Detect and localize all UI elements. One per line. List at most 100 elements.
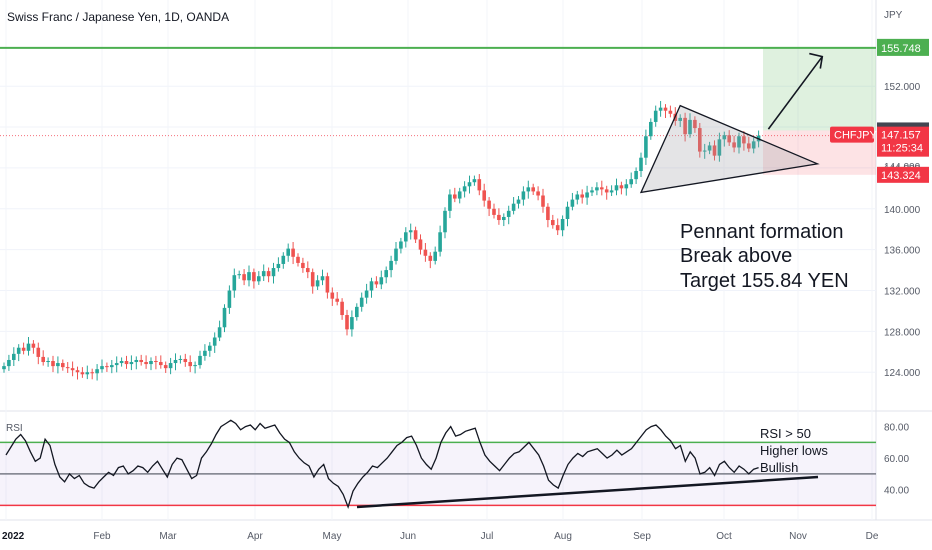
candle-body (418, 239, 423, 250)
candle-body (320, 276, 325, 281)
candle-body (580, 194, 584, 198)
candle-body (149, 361, 153, 365)
stop-price-tag: 143.324 (881, 170, 921, 182)
candle-body (384, 270, 388, 278)
resistance-price-tag-bg (877, 39, 929, 56)
pattern-lines (639, 52, 824, 194)
candle-body (163, 365, 168, 369)
candle-body (555, 225, 560, 231)
time-tick-label: 2022 (2, 531, 25, 542)
candle-body (727, 135, 731, 143)
candle-body (712, 145, 717, 156)
candle-body (7, 359, 11, 367)
time-tick-label: Jul (481, 531, 494, 542)
candle-body (668, 110, 673, 114)
candle-body (261, 271, 266, 277)
candle-body (110, 365, 114, 368)
candle-body (658, 107, 663, 111)
rsi-label: RSI (6, 423, 23, 434)
candle-body (12, 353, 16, 360)
annotation-target: Target 155.84 YEN (680, 270, 849, 292)
price-tick-label: 132.000 (884, 287, 921, 298)
time-tick-label: Jun (400, 531, 416, 542)
candle-body (389, 260, 393, 271)
candle-body (266, 271, 271, 277)
rsi-note-3: Bullish (760, 460, 798, 475)
resistance-price-tag: 155.748 (881, 43, 921, 55)
candle-body (227, 290, 232, 308)
candles (2, 101, 761, 381)
candle-body (653, 110, 658, 122)
candle-body (85, 372, 90, 375)
candle-body (707, 145, 712, 151)
candle-body (325, 276, 330, 293)
candle-body (56, 363, 60, 367)
candle-body (203, 350, 207, 356)
candle-body (448, 194, 452, 211)
time-tick-label: Aug (554, 531, 572, 542)
candle-body (531, 187, 535, 192)
candle-body (639, 157, 643, 171)
candle-body (315, 280, 320, 287)
candle-body (374, 281, 379, 285)
candle-body (75, 370, 80, 373)
candle-body (516, 199, 521, 204)
candle-body (369, 281, 374, 291)
candle-body (61, 363, 65, 368)
candle-body (644, 136, 648, 158)
candle-body (237, 274, 241, 276)
candle-body (95, 369, 99, 374)
candle-body (683, 117, 687, 135)
candle-body (477, 179, 482, 191)
price-tick-label: 124.000 (884, 368, 921, 379)
candle-body (457, 191, 462, 199)
price-tick-label: 140.000 (884, 205, 921, 216)
candle-body (408, 230, 413, 233)
time-tick-label: May (323, 531, 342, 542)
candle-body (222, 307, 227, 328)
candle-body (286, 248, 290, 256)
annotation-break: Break above (680, 245, 792, 267)
grid (0, 0, 876, 520)
candle-body (296, 256, 300, 263)
candle-body (649, 121, 653, 137)
candle-body (663, 107, 668, 111)
candle-body (247, 272, 251, 281)
candle-body (604, 189, 609, 193)
candle-body (428, 255, 433, 261)
candle-body (193, 365, 197, 367)
candle-body (502, 216, 506, 221)
candle-body (350, 317, 354, 330)
symbol-badge: CHFJPY (834, 130, 877, 142)
candle-body (36, 347, 41, 357)
candle-body (114, 363, 119, 366)
candle-body (257, 276, 261, 282)
candle-body (560, 219, 565, 231)
candle-body (590, 190, 594, 193)
candle-body (119, 361, 124, 364)
time-tick-label: Feb (93, 531, 111, 542)
candle-body (526, 187, 531, 192)
candle-body (90, 372, 94, 374)
rsi-trendline (356, 475, 819, 509)
stop-price-tag-bg (877, 166, 929, 183)
time-tick-label: Apr (247, 531, 263, 542)
candle-body (51, 361, 55, 367)
candle-body (379, 277, 384, 285)
candle-body (506, 210, 511, 217)
candle-body (335, 298, 339, 302)
candle-body (467, 182, 472, 187)
candle-body (65, 367, 70, 369)
rsi-tick-label: 40.00 (884, 486, 909, 497)
candle-body (722, 135, 727, 140)
price-tick-label: 128.000 (884, 327, 921, 338)
annotation-pennant: Pennant formation (680, 221, 843, 243)
candle-body (178, 358, 183, 360)
candle-body (359, 297, 364, 307)
candle-body (624, 184, 629, 189)
candle-body (345, 315, 349, 330)
candle-body (105, 366, 109, 368)
candle-body (276, 263, 281, 269)
price-pane[interactable] (0, 0, 876, 410)
candle-body (198, 355, 202, 366)
